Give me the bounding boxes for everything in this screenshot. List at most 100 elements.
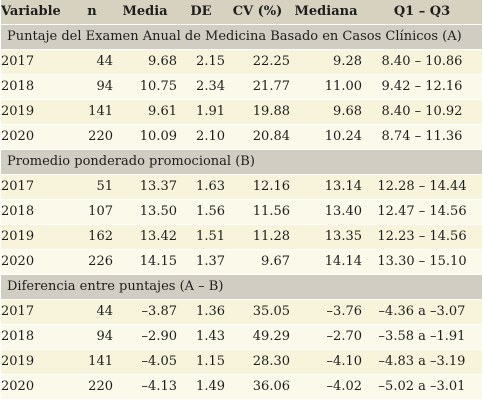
cell-mediana: –4.02 [290, 374, 362, 399]
cell-cv: 11.56 [225, 199, 290, 225]
cell-n: 107 [71, 199, 113, 225]
cell-q1q3: –4.83 a –3.19 [362, 349, 482, 375]
cell-n: 226 [71, 249, 113, 275]
table-row: 2020 220 –4.13 1.49 36.06 –4.02 –5.02 a –3.01 [1, 374, 482, 399]
table-row: 2020 226 14.15 1.37 9.67 14.14 13.30 – 15.10 [1, 249, 482, 275]
cell-cv: 28.30 [225, 349, 290, 375]
header-variable: Variable [1, 4, 61, 19]
cell-de: 1.49 [177, 374, 225, 399]
cell-media: 14.15 [113, 249, 177, 275]
cell-de: 1.37 [177, 249, 225, 275]
table-row: 2017 51 13.37 1.63 12.16 13.14 12.28 – 14.44 [1, 174, 482, 200]
cell-q1q3: 9.42 – 12.16 [362, 74, 482, 100]
cell-year: 2019 [1, 224, 71, 250]
cell-cv: 20.84 [225, 124, 290, 150]
table-row: 2018 94 10.75 2.34 21.77 11.00 9.42 – 12.16 [1, 74, 482, 100]
cell-de: 1.91 [177, 99, 225, 125]
cell-mediana: 14.14 [290, 249, 362, 275]
header-row: Variable n Media DE CV (%) Mediana Q1 – … [1, 0, 482, 25]
table-header: Variable n Media DE CV (%) Mediana Q1 – … [1, 0, 482, 25]
cell-year: 2019 [1, 99, 71, 125]
cell-cv: 12.16 [225, 174, 290, 200]
table-row: 2019 141 –4.05 1.15 28.30 –4.10 –4.83 a –3.19 [1, 349, 482, 375]
cell-cv: 19.88 [225, 99, 290, 125]
cell-n: 44 [71, 49, 113, 75]
cell-year: 2017 [1, 299, 71, 325]
cell-n: 141 [71, 349, 113, 375]
cell-media: 13.37 [113, 174, 177, 200]
header-q1q3: Q1 – Q3 [393, 4, 451, 19]
cell-mediana: 9.68 [290, 99, 362, 125]
section-title: Puntaje del Examen Anual de Medicina Bas… [1, 24, 482, 50]
header-n: n [87, 4, 97, 19]
cell-mediana: 10.24 [290, 124, 362, 150]
cell-q1q3: –4.36 a –3.07 [362, 299, 482, 325]
statistics-table: Variable n Media DE CV (%) Mediana Q1 – … [1, 0, 482, 399]
section-title: Promedio ponderado promocional (B) [1, 149, 482, 175]
cell-year: 2020 [1, 374, 71, 399]
cell-de: 1.56 [177, 199, 225, 225]
cell-media: 9.61 [113, 99, 177, 125]
cell-q1q3: 12.47 – 14.56 [362, 199, 482, 225]
cell-q1q3: 8.40 – 10.92 [362, 99, 482, 125]
cell-year: 2018 [1, 199, 71, 225]
cell-cv: 22.25 [225, 49, 290, 75]
cell-n: 162 [71, 224, 113, 250]
cell-cv: 35.05 [225, 299, 290, 325]
header-de: DE [190, 4, 212, 19]
cell-media: 13.50 [113, 199, 177, 225]
cell-year: 2018 [1, 324, 71, 350]
section-header-row: Puntaje del Examen Anual de Medicina Bas… [1, 24, 482, 50]
cell-media: 13.42 [113, 224, 177, 250]
header-mediana: Mediana [294, 4, 358, 19]
cell-de: 1.36 [177, 299, 225, 325]
section-header-row: Promedio ponderado promocional (B) [1, 149, 482, 175]
table-row: 2019 141 9.61 1.91 19.88 9.68 8.40 – 10.92 [1, 99, 482, 125]
cell-q1q3: –3.58 a –1.91 [362, 324, 482, 350]
cell-n: 44 [71, 299, 113, 325]
cell-de: 1.63 [177, 174, 225, 200]
cell-year: 2017 [1, 174, 71, 200]
cell-q1q3: 12.28 – 14.44 [362, 174, 482, 200]
cell-media: –4.05 [113, 349, 177, 375]
section-title: Diferencia entre puntajes (A – B) [1, 274, 482, 300]
cell-mediana: –3.76 [290, 299, 362, 325]
cell-media: –4.13 [113, 374, 177, 399]
cell-de: 2.15 [177, 49, 225, 75]
cell-q1q3: 12.23 – 14.56 [362, 224, 482, 250]
cell-mediana: 9.28 [290, 49, 362, 75]
cell-n: 94 [71, 324, 113, 350]
table-row: 2017 44 –3.87 1.36 35.05 –3.76 –4.36 a –3.07 [1, 299, 482, 325]
cell-n: 51 [71, 174, 113, 200]
cell-mediana: 11.00 [290, 74, 362, 100]
cell-year: 2017 [1, 49, 71, 75]
header-media: Media [122, 4, 168, 19]
cell-mediana: 13.40 [290, 199, 362, 225]
cell-q1q3: 8.40 – 10.86 [362, 49, 482, 75]
cell-cv: 49.29 [225, 324, 290, 350]
cell-mediana: 13.14 [290, 174, 362, 200]
cell-mediana: –4.10 [290, 349, 362, 375]
cell-de: 1.43 [177, 324, 225, 350]
cell-media: 10.09 [113, 124, 177, 150]
cell-mediana: –2.70 [290, 324, 362, 350]
cell-de: 2.10 [177, 124, 225, 150]
cell-media: –2.90 [113, 324, 177, 350]
cell-media: –3.87 [113, 299, 177, 325]
cell-n: 94 [71, 74, 113, 100]
cell-media: 10.75 [113, 74, 177, 100]
header-cv: CV (%) [232, 4, 283, 19]
table-row: 2018 94 –2.90 1.43 49.29 –2.70 –3.58 a –1.91 [1, 324, 482, 350]
cell-q1q3: –5.02 a –3.01 [362, 374, 482, 399]
table-row: 2017 44 9.68 2.15 22.25 9.28 8.40 – 10.86 [1, 49, 482, 75]
cell-cv: 9.67 [225, 249, 290, 275]
cell-de: 1.15 [177, 349, 225, 375]
cell-n: 220 [71, 374, 113, 399]
cell-year: 2019 [1, 349, 71, 375]
cell-cv: 21.77 [225, 74, 290, 100]
cell-year: 2018 [1, 74, 71, 100]
cell-n: 141 [71, 99, 113, 125]
cell-cv: 36.06 [225, 374, 290, 399]
cell-de: 2.34 [177, 74, 225, 100]
cell-year: 2020 [1, 124, 71, 150]
